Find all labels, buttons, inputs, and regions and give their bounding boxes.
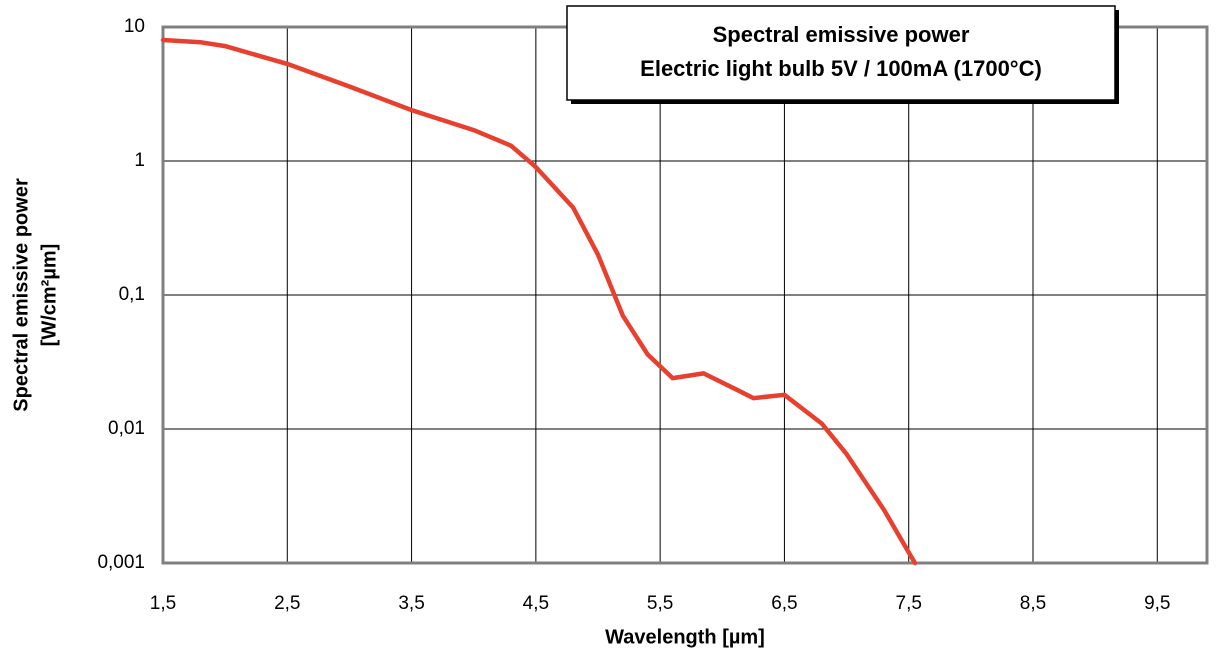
x-axis-label: Wavelength [µm] (605, 626, 765, 648)
y-tick-label: 1 (134, 150, 145, 171)
y-axis-label: [W/cm²µm] (38, 244, 60, 347)
x-tick-label: 5,5 (647, 593, 673, 614)
x-tick-label: 2,5 (274, 593, 300, 614)
y-tick-label: 10 (124, 16, 145, 37)
x-tick-label: 9,5 (1144, 593, 1170, 614)
x-tick-label: 1,5 (150, 593, 176, 614)
title-box (566, 5, 1116, 101)
x-tick-label: 3,5 (398, 593, 424, 614)
x-tick-label: 4,5 (523, 593, 549, 614)
data-line (160, 37, 918, 566)
x-tick-label: 6,5 (771, 593, 797, 614)
y-tick-label: 0,001 (97, 552, 145, 573)
y-tick-label: 0,1 (119, 284, 145, 305)
chart-title: Spectral emissive power (713, 22, 970, 47)
x-tick-label: 7,5 (896, 593, 922, 614)
marks (160, 37, 918, 566)
y-axis-label: Spectral emissive power (10, 178, 32, 412)
x-tick-label: 8,5 (1020, 593, 1046, 614)
chart-subtitle: Electric light bulb 5V / 100mA (1700°C) (640, 56, 1042, 81)
y-tick-label: 0,01 (108, 418, 145, 439)
grid (162, 26, 1207, 564)
